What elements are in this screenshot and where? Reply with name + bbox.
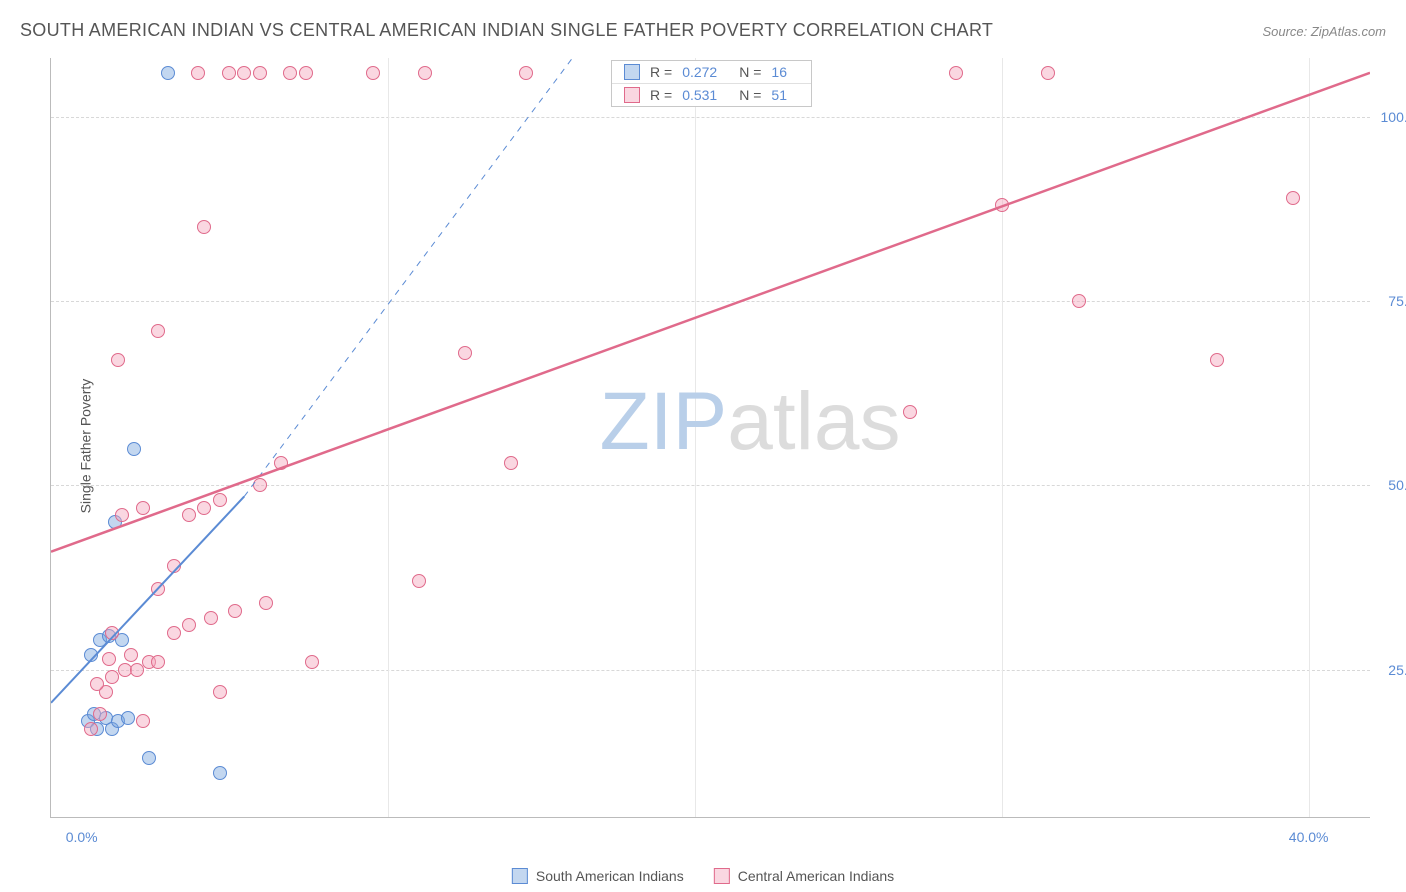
legend-label-blue: South American Indians bbox=[536, 868, 684, 884]
data-point-blue bbox=[121, 711, 135, 725]
stat-row-pink: R = 0.531 N = 51 bbox=[612, 84, 811, 106]
data-point-pink bbox=[136, 501, 150, 515]
plot-area: ZIPatlas R = 0.272 N = 16 R = 0.531 N = … bbox=[50, 58, 1370, 818]
data-point-pink bbox=[519, 66, 533, 80]
grid-line-h bbox=[51, 670, 1370, 671]
swatch-blue-icon bbox=[512, 868, 528, 884]
data-point-blue bbox=[213, 766, 227, 780]
chart-title: SOUTH AMERICAN INDIAN VS CENTRAL AMERICA… bbox=[20, 20, 993, 41]
data-point-pink bbox=[1210, 353, 1224, 367]
data-point-pink bbox=[151, 655, 165, 669]
data-point-pink bbox=[903, 405, 917, 419]
data-point-pink bbox=[253, 66, 267, 80]
data-point-pink bbox=[102, 652, 116, 666]
legend-item-blue: South American Indians bbox=[512, 868, 684, 884]
title-bar: SOUTH AMERICAN INDIAN VS CENTRAL AMERICA… bbox=[20, 20, 1386, 41]
data-point-blue bbox=[84, 648, 98, 662]
grid-line-v bbox=[1002, 58, 1003, 817]
trend-line-dashed-blue bbox=[244, 58, 572, 496]
xtick-label: 0.0% bbox=[66, 829, 98, 845]
r-value-pink: 0.531 bbox=[682, 87, 717, 103]
trend-line-pink bbox=[51, 73, 1370, 552]
data-point-pink bbox=[93, 707, 107, 721]
data-point-pink bbox=[182, 508, 196, 522]
data-point-pink bbox=[412, 574, 426, 588]
data-point-pink bbox=[213, 685, 227, 699]
data-point-blue bbox=[127, 442, 141, 456]
data-point-pink bbox=[995, 198, 1009, 212]
data-point-pink bbox=[504, 456, 518, 470]
data-point-pink bbox=[105, 626, 119, 640]
data-point-pink bbox=[1072, 294, 1086, 308]
ytick-label: 50.0% bbox=[1374, 477, 1406, 493]
data-point-pink bbox=[228, 604, 242, 618]
data-point-pink bbox=[366, 66, 380, 80]
watermark-part2: atlas bbox=[727, 376, 900, 467]
data-point-pink bbox=[949, 66, 963, 80]
legend-label-pink: Central American Indians bbox=[738, 868, 894, 884]
stat-legend: R = 0.272 N = 16 R = 0.531 N = 51 bbox=[611, 60, 812, 107]
r-label: R = bbox=[650, 87, 672, 103]
data-point-pink bbox=[115, 508, 129, 522]
series-legend: South American Indians Central American … bbox=[512, 868, 894, 884]
swatch-pink-icon bbox=[714, 868, 730, 884]
data-point-pink bbox=[167, 559, 181, 573]
r-value-blue: 0.272 bbox=[682, 64, 717, 80]
r-label: R = bbox=[650, 64, 672, 80]
source-label: Source: ZipAtlas.com bbox=[1262, 24, 1386, 39]
data-point-pink bbox=[1041, 66, 1055, 80]
data-point-blue bbox=[161, 66, 175, 80]
data-point-pink bbox=[213, 493, 227, 507]
data-point-pink bbox=[222, 66, 236, 80]
data-point-pink bbox=[204, 611, 218, 625]
data-point-pink bbox=[84, 722, 98, 736]
data-point-blue bbox=[142, 751, 156, 765]
n-label: N = bbox=[739, 87, 761, 103]
xtick-label: 40.0% bbox=[1289, 829, 1329, 845]
grid-line-h bbox=[51, 301, 1370, 302]
data-point-pink bbox=[182, 618, 196, 632]
data-point-pink bbox=[299, 66, 313, 80]
grid-line-v bbox=[695, 58, 696, 817]
data-point-pink bbox=[1286, 191, 1300, 205]
data-point-pink bbox=[151, 324, 165, 338]
data-point-pink bbox=[191, 66, 205, 80]
trend-lines-svg bbox=[51, 58, 1370, 817]
data-point-pink bbox=[253, 478, 267, 492]
data-point-pink bbox=[458, 346, 472, 360]
ytick-label: 100.0% bbox=[1374, 109, 1406, 125]
ytick-label: 25.0% bbox=[1374, 662, 1406, 678]
legend-item-pink: Central American Indians bbox=[714, 868, 894, 884]
data-point-pink bbox=[274, 456, 288, 470]
swatch-pink-icon bbox=[624, 87, 640, 103]
data-point-pink bbox=[197, 501, 211, 515]
data-point-pink bbox=[167, 626, 181, 640]
data-point-pink bbox=[136, 714, 150, 728]
data-point-pink bbox=[151, 582, 165, 596]
grid-line-v bbox=[1309, 58, 1310, 817]
watermark-part1: ZIP bbox=[600, 376, 728, 467]
data-point-pink bbox=[124, 648, 138, 662]
n-value-pink: 51 bbox=[771, 87, 787, 103]
data-point-pink bbox=[197, 220, 211, 234]
trend-line-blue bbox=[51, 496, 244, 702]
data-point-pink bbox=[90, 677, 104, 691]
n-value-blue: 16 bbox=[771, 64, 787, 80]
data-point-pink bbox=[305, 655, 319, 669]
stat-row-blue: R = 0.272 N = 16 bbox=[612, 61, 811, 84]
grid-line-v bbox=[388, 58, 389, 817]
watermark: ZIPatlas bbox=[600, 375, 901, 469]
data-point-pink bbox=[111, 353, 125, 367]
ytick-label: 75.0% bbox=[1374, 293, 1406, 309]
data-point-pink bbox=[237, 66, 251, 80]
data-point-pink bbox=[418, 66, 432, 80]
grid-line-h bbox=[51, 117, 1370, 118]
grid-line-h bbox=[51, 485, 1370, 486]
n-label: N = bbox=[739, 64, 761, 80]
swatch-blue-icon bbox=[624, 64, 640, 80]
data-point-pink bbox=[283, 66, 297, 80]
data-point-pink bbox=[259, 596, 273, 610]
